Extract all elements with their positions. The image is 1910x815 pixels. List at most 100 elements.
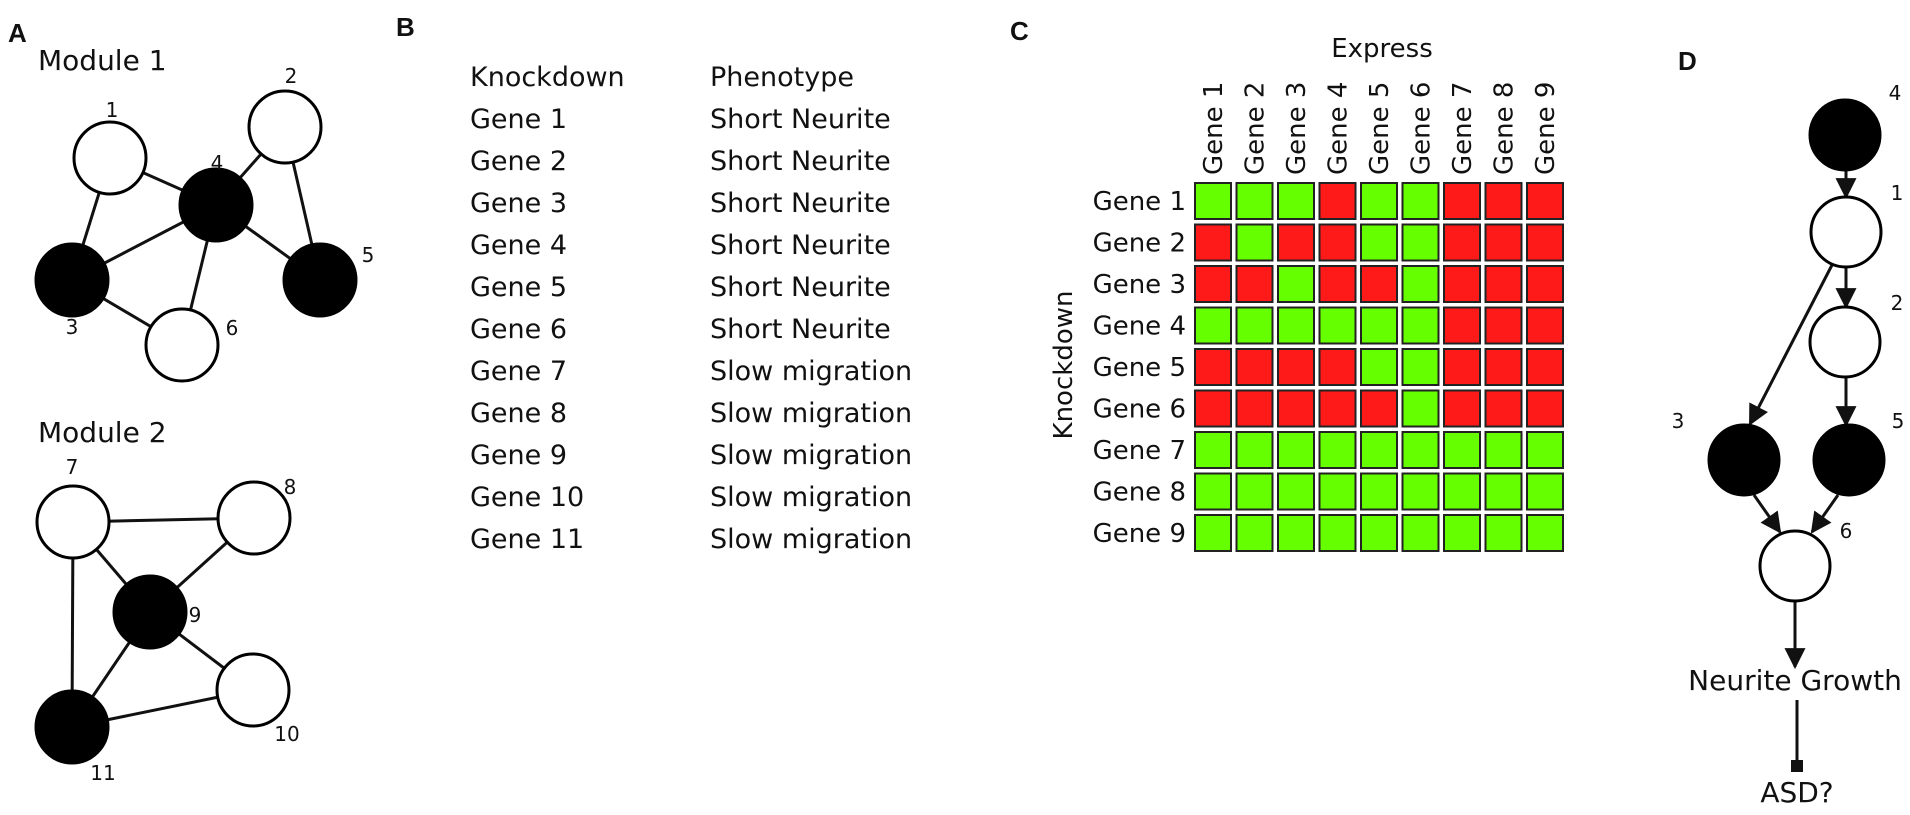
matrix-cell [1194,348,1232,386]
panel-label-c: C [1010,16,1029,46]
node-2 [247,89,323,165]
node-5 [282,242,358,318]
matrix-cell [1277,182,1315,220]
node-8 [216,480,292,556]
matrix-cell [1443,223,1481,262]
knockdown-cell: Gene 11 [470,524,584,555]
matrix-cell [1484,265,1523,303]
matrix-cell [1194,265,1232,303]
matrix-cell [1194,306,1232,345]
matrix-cell [1484,223,1523,262]
phenotype-cell: Short Neurite [710,104,891,135]
panel-label-a: A [8,18,27,48]
matrix-cell [1360,431,1398,469]
matrix-cell [1235,182,1274,220]
matrix-cell [1401,306,1440,345]
arrow-3-to-6 [1752,494,1782,534]
matrix-cell [1360,265,1398,303]
column-label: Gene 9 [1531,82,1561,175]
matrix-cell [1401,431,1440,469]
knockdown-cell: Gene 2 [470,146,567,177]
column-label: Gene 2 [1241,82,1271,175]
matrix-cell [1235,265,1274,303]
inhibit-end [1791,760,1803,772]
pathway-node-1 [1809,195,1883,269]
panel-label-b: B [396,12,415,42]
knockdown-cell: Gene 8 [470,398,567,429]
row-label: Gene 6 [1093,395,1186,425]
node-label-9: 9 [189,603,202,627]
phenotype-cell: Short Neurite [710,146,891,177]
panel-c-matrix: Express Knockdown Gene 1 Gene 2 Gene 3 Gene… [1049,34,1564,552]
matrix-cell [1526,389,1564,428]
node-1 [72,120,148,196]
knockdown-cell: Gene 1 [470,104,567,135]
column-label: Gene 8 [1490,82,1520,175]
matrix-cell [1401,348,1440,386]
matrix-cell [1277,265,1315,303]
matrix-cell [1318,389,1357,428]
phenotype-cell: Slow migration [710,356,912,387]
knockdown-cell: Gene 6 [470,314,567,345]
column-label: Gene 5 [1365,82,1395,175]
matrix-cell [1484,182,1523,220]
knockdown-cell: Gene 5 [470,272,567,303]
node-4 [178,167,254,243]
column-label: Gene 7 [1448,82,1478,175]
node-label-10: 10 [274,722,299,746]
node-label-4: 4 [211,151,224,175]
matrix-cell [1235,431,1274,469]
column-label: Gene 6 [1407,82,1437,175]
matrix-cell [1526,514,1564,552]
matrix-cell [1235,472,1274,511]
panel-a: Module 1 1 2 3 4 5 6 Module 2 7 8 9 10 11 [34,44,375,785]
arrow-5-to-6 [1810,494,1840,534]
pathway-node-label-4: 4 [1889,81,1902,105]
pathway-arrows [1748,170,1857,670]
pathway-node-3 [1707,423,1781,497]
matrix-cell [1277,431,1315,469]
node-label-5: 5 [362,243,375,267]
asd-label: ASD? [1760,776,1833,809]
matrix-cell [1484,306,1523,345]
matrix-cell [1194,182,1232,220]
pathway-node-label-1: 1 [1891,181,1904,205]
module2-title: Module 2 [38,416,167,449]
matrix-cell [1526,348,1564,386]
row-label: Gene 8 [1093,478,1186,508]
row-label: Gene 1 [1093,187,1186,217]
module1-title: Module 1 [38,44,167,77]
node-6 [144,307,220,383]
matrix-cell [1318,514,1357,552]
node-label-3: 3 [66,315,79,339]
matrix-cell [1360,514,1398,552]
matrix-cell [1235,348,1274,386]
matrix-cell [1401,223,1440,262]
module1-nodes: 1 2 3 4 5 6 [34,64,375,383]
row-label: Gene 5 [1093,353,1186,383]
pathway-node-label-5: 5 [1892,409,1905,433]
matrix-cell [1318,265,1357,303]
node-7 [35,484,111,560]
matrix-cell [1360,223,1398,262]
node-label-1: 1 [106,98,119,122]
phenotype-cell: Short Neurite [710,188,891,219]
matrix-cell [1443,472,1481,511]
matrix-cell [1443,182,1481,220]
phenotype-cell: Slow migration [710,524,912,555]
node-label-8: 8 [284,475,297,499]
pathway-node-6 [1758,529,1832,603]
matrix-cell [1401,389,1440,428]
module2-nodes: 7 8 9 10 11 [34,455,300,785]
row-label: Gene 4 [1093,312,1186,342]
pathway-node-label-6: 6 [1840,519,1853,543]
row-label: Gene 7 [1093,436,1186,466]
matrix-cell [1526,223,1564,262]
knockdown-cell: Gene 4 [470,230,567,261]
panel-b-rows: Gene 1 Short Neurite Gene 2 Short Neurite Ge… [470,104,912,555]
matrix-cell [1526,472,1564,511]
column-label: Gene 1 [1199,82,1229,175]
matrix-cell [1484,514,1523,552]
matrix-cell [1235,389,1274,428]
matrix-cell [1318,182,1357,220]
